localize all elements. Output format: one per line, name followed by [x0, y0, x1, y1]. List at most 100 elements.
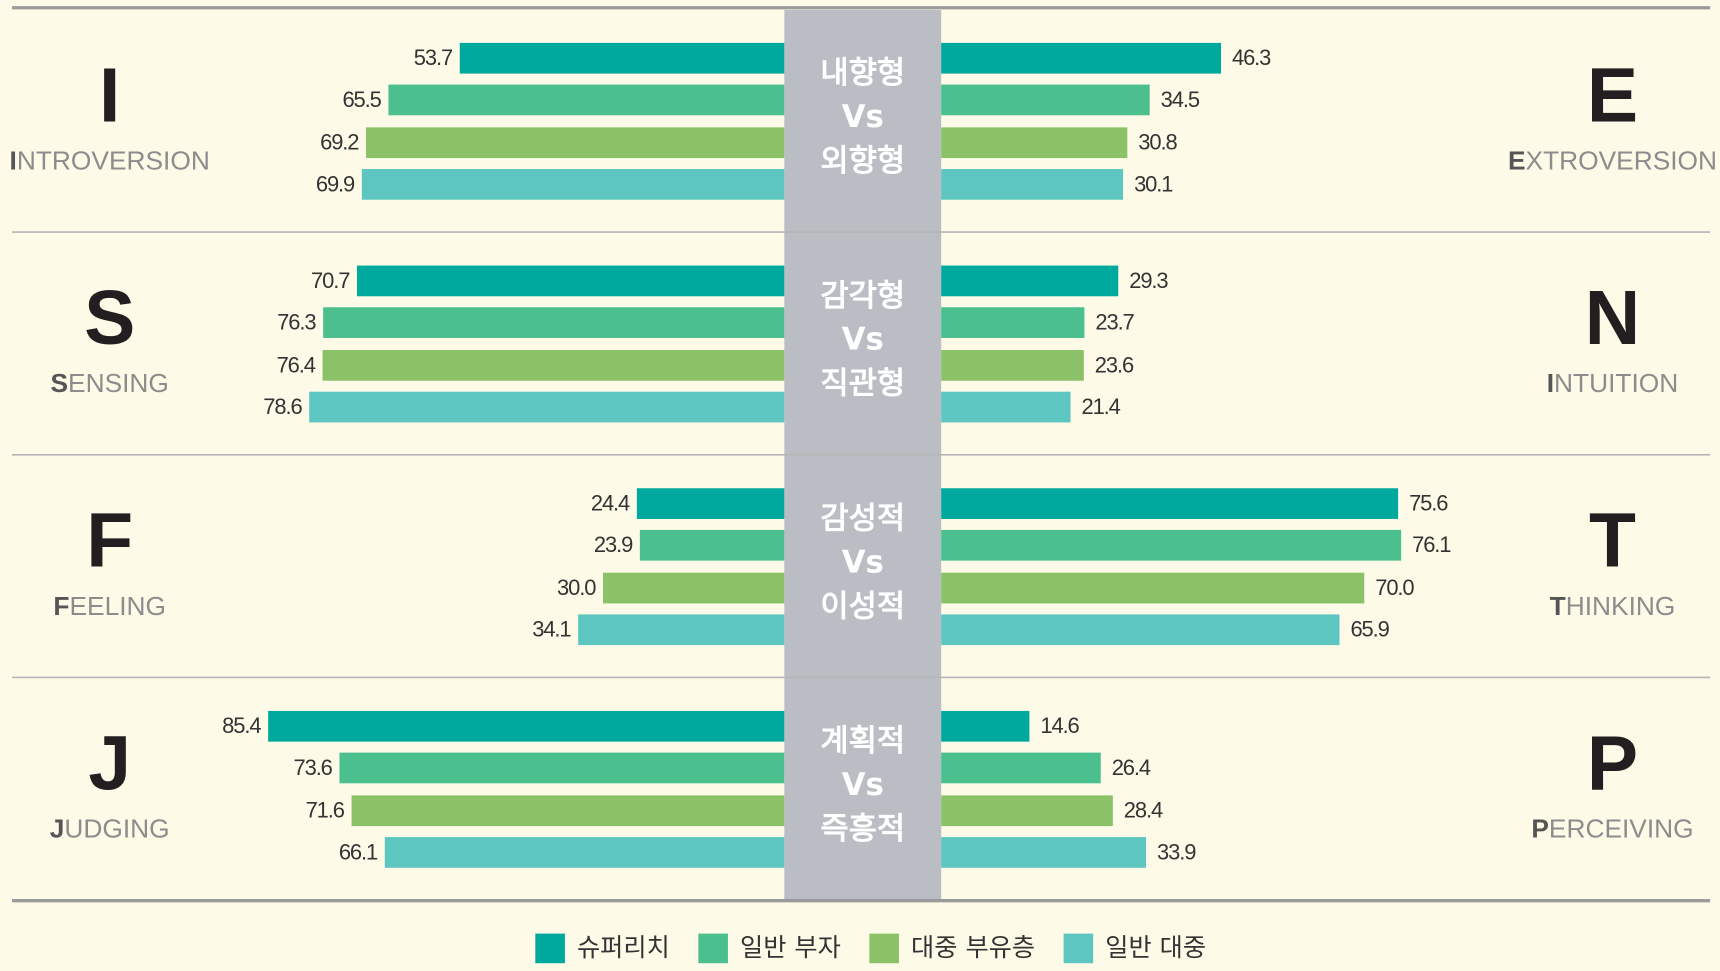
- value-label: 34.5: [1161, 87, 1200, 112]
- bar: [361, 169, 785, 200]
- center-label: 감각형: [820, 278, 905, 314]
- bar: [941, 307, 1085, 338]
- value-label: 65.5: [342, 87, 381, 112]
- legend-label: 일반 대중: [1105, 933, 1206, 962]
- center-label: 이성적: [820, 588, 905, 624]
- type-word: FEELING: [53, 591, 166, 621]
- bar: [639, 529, 785, 561]
- type-word: SENSING: [50, 368, 168, 398]
- type-word: INTROVERSION: [10, 145, 210, 175]
- type-word: JUDGING: [50, 813, 170, 843]
- type-letter: F: [86, 498, 133, 584]
- bar: [941, 837, 1147, 868]
- type-letter: J: [88, 720, 131, 806]
- type-letter: N: [1585, 275, 1640, 361]
- value-label: 76.1: [1412, 532, 1451, 557]
- center-label: 외향형: [820, 143, 905, 179]
- value-label: 30.1: [1134, 171, 1173, 196]
- center-label: 계획적: [820, 723, 905, 759]
- bar: [578, 614, 785, 646]
- bar: [268, 710, 785, 742]
- center-label: 직관형: [820, 366, 905, 402]
- value-label: 78.6: [263, 394, 302, 419]
- value-label: 46.3: [1232, 45, 1271, 70]
- legend-swatch: [869, 933, 899, 964]
- bar: [941, 572, 1365, 604]
- bar: [941, 488, 1399, 519]
- bar: [636, 488, 785, 519]
- value-label: 21.4: [1081, 394, 1120, 419]
- bar: [941, 42, 1222, 74]
- value-label: 30.0: [557, 575, 596, 600]
- value-label: 70.0: [1375, 575, 1414, 600]
- center-label: Vs: [842, 767, 884, 803]
- center-label: 감성적: [820, 501, 905, 537]
- type-letter: S: [84, 275, 135, 361]
- type-word: PERCEIVING: [1531, 813, 1693, 843]
- bar: [941, 529, 1402, 561]
- bar: [459, 42, 785, 74]
- legend-swatch: [535, 933, 565, 964]
- bar: [941, 169, 1124, 200]
- bar: [941, 127, 1128, 159]
- value-label: 76.4: [277, 352, 316, 377]
- bar: [941, 795, 1113, 827]
- value-label: 30.8: [1138, 130, 1177, 155]
- legend-label: 대중 부유층: [911, 933, 1035, 962]
- value-label: 28.4: [1124, 798, 1163, 823]
- bar: [309, 391, 785, 423]
- bar: [323, 307, 785, 338]
- bar: [941, 391, 1071, 423]
- center-label: Vs: [842, 99, 884, 135]
- value-label: 76.3: [277, 309, 316, 334]
- type-letter: E: [1587, 52, 1638, 138]
- bar: [941, 614, 1340, 646]
- bar: [339, 752, 785, 784]
- type-letter: I: [99, 52, 120, 138]
- type-word: THINKING: [1550, 591, 1676, 621]
- value-label: 23.7: [1095, 309, 1134, 334]
- value-label: 26.4: [1112, 755, 1151, 780]
- center-label: 즉흥적: [820, 811, 905, 847]
- bar: [602, 572, 785, 604]
- bar: [366, 127, 785, 159]
- type-word: EXTROVERSION: [1508, 145, 1717, 175]
- bar: [941, 710, 1030, 742]
- bar: [322, 350, 785, 381]
- center-label: Vs: [842, 322, 884, 358]
- value-label: 85.4: [222, 713, 261, 738]
- value-label: 23.6: [1095, 352, 1134, 377]
- value-label: 23.9: [594, 532, 633, 557]
- type-letter: T: [1589, 498, 1636, 584]
- value-label: 75.6: [1409, 490, 1448, 515]
- type-word: INTUITION: [1547, 368, 1679, 398]
- center-label: 내향형: [820, 55, 905, 91]
- value-label: 70.7: [311, 268, 350, 293]
- value-label: 14.6: [1040, 713, 1079, 738]
- bar: [384, 837, 785, 868]
- value-label: 34.1: [532, 617, 571, 642]
- bar: [388, 84, 785, 116]
- value-label: 53.7: [414, 45, 453, 70]
- type-letter: P: [1587, 720, 1638, 806]
- legend-label: 슈퍼리치: [577, 933, 670, 962]
- value-label: 69.2: [320, 130, 359, 155]
- value-label: 24.4: [591, 490, 630, 515]
- bar: [941, 752, 1101, 784]
- value-label: 66.1: [339, 839, 378, 864]
- legend-label: 일반 부자: [740, 933, 841, 962]
- bar: [351, 795, 785, 827]
- bar: [941, 84, 1150, 116]
- value-label: 69.9: [316, 171, 355, 196]
- bar: [356, 265, 785, 297]
- legend-swatch: [1063, 933, 1094, 964]
- value-label: 33.9: [1157, 839, 1196, 864]
- center-label: Vs: [842, 544, 884, 580]
- value-label: 73.6: [294, 755, 333, 780]
- legend-swatch: [698, 933, 728, 964]
- value-label: 71.6: [306, 798, 345, 823]
- bar: [941, 350, 1084, 381]
- value-label: 29.3: [1129, 268, 1168, 293]
- value-label: 65.9: [1350, 617, 1389, 642]
